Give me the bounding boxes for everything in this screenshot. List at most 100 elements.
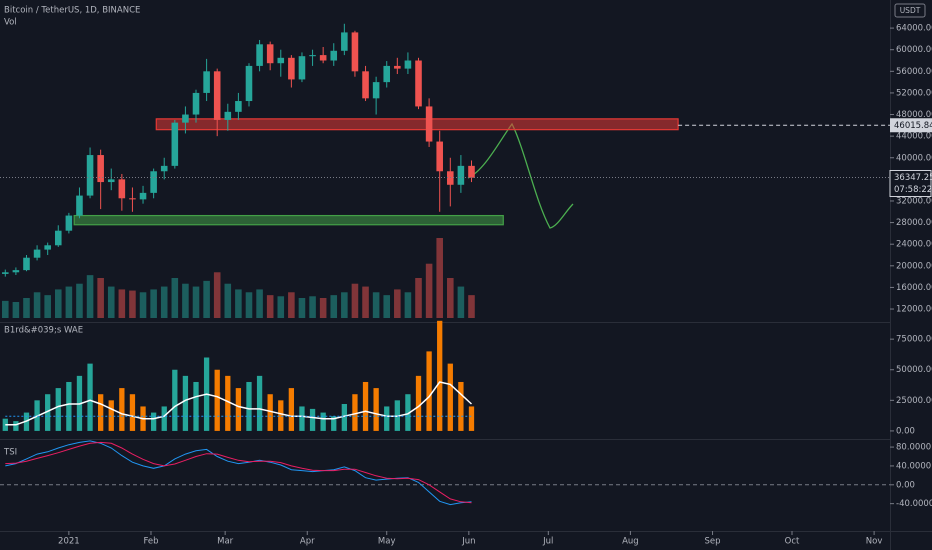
x-tick-label: Apr (300, 537, 315, 547)
wae-title: B1rd&#039;s WAE (4, 326, 83, 336)
y-tick-label: 44000.00 (896, 132, 932, 142)
x-tick-label: Oct (785, 537, 800, 547)
line (5, 441, 472, 504)
symbol-title: Bitcoin / TetherUS, 1D, BINANCE (4, 6, 140, 16)
y-tick-label: 80.0000 (896, 443, 931, 453)
candle-body (33, 249, 41, 258)
wae-bar (468, 406, 475, 431)
y-tick-label: 50000.00 (896, 365, 932, 375)
volume-bar (298, 298, 306, 318)
y-tick-label: 64000.00 (896, 24, 932, 34)
volume-bar (44, 295, 51, 318)
candle-body (12, 270, 20, 273)
x-tick-label: Aug (622, 537, 639, 547)
wae-bar (331, 416, 337, 431)
volume-bar (245, 292, 253, 318)
volume-bar (468, 295, 475, 318)
level-label: 46015.84 (894, 121, 932, 131)
candle-body (404, 60, 412, 69)
candle-body (213, 71, 221, 120)
wae-bar (45, 394, 51, 431)
zone (73, 214, 504, 226)
volume-bar (213, 272, 221, 318)
candle-body (44, 245, 51, 250)
countdown-label: 07:58:22 (894, 185, 932, 195)
volume-bar (23, 298, 30, 318)
x-tick-label: Sep (705, 537, 721, 547)
wae-bar (415, 375, 422, 431)
x-tick-label: Jun (461, 537, 475, 547)
last-price-box (889, 169, 932, 197)
x-tick-label: Mar (217, 537, 234, 547)
candle-body (2, 272, 9, 274)
candle-body (118, 179, 126, 199)
volume-bar (224, 283, 232, 318)
candle-body (235, 101, 242, 112)
wae-bar (362, 381, 369, 431)
last-price-label: 36347.25 (894, 173, 932, 183)
volume-bar (277, 296, 285, 318)
wae-bar (405, 394, 411, 431)
candle-body (351, 32, 359, 72)
y-tick-label: 75000.00 (896, 335, 932, 345)
volume-bar (404, 292, 412, 318)
wae-bar (87, 363, 93, 431)
wae-bar (119, 388, 125, 431)
candle-body (341, 32, 348, 51)
wae-bar (267, 394, 273, 431)
currency[interactable]: USDT (900, 6, 921, 15)
currency-box[interactable] (894, 3, 926, 18)
volume-bar (415, 278, 422, 318)
y-tick-label: 60000.00 (896, 45, 932, 55)
candle-body (319, 55, 327, 61)
candle-body (256, 44, 263, 66)
y-tick-label: 40000.00 (896, 153, 932, 163)
candle-body (298, 56, 306, 80)
candle-body (468, 165, 475, 178)
wae-bar (458, 381, 464, 431)
y-tick-label: 40.0000 (896, 461, 931, 471)
volume-bar (372, 292, 380, 318)
candle-body (245, 65, 253, 102)
candle-body (436, 141, 443, 172)
y-tick-label: 0.00 (896, 480, 915, 490)
volume-bar (288, 292, 295, 318)
volume-bar (362, 286, 369, 318)
y-tick-label: 24000.00 (896, 240, 932, 250)
wae-bar (150, 412, 157, 431)
volume-bar (12, 302, 20, 318)
volume-bar (341, 292, 348, 318)
candle-body (383, 65, 391, 83)
wae-bar (235, 388, 242, 431)
volume-bar (235, 289, 242, 318)
volume-bar (203, 280, 210, 318)
volume-title: Vol (4, 18, 17, 28)
volume-bar (394, 289, 401, 318)
wae-bar (2, 418, 8, 431)
candle-body (330, 50, 338, 61)
candle-body (182, 114, 189, 123)
volume-bar (107, 286, 115, 318)
y-tick-label: 25000.00 (896, 396, 932, 406)
wae-bar (246, 381, 252, 431)
y-tick-label: 28000.00 (896, 218, 932, 228)
candle-body (160, 165, 168, 172)
wae-bar (172, 369, 178, 431)
candle-body (86, 155, 94, 196)
volume-bar (97, 278, 104, 318)
y-tick-label: 52000.00 (896, 88, 932, 98)
candle-body (150, 171, 157, 193)
candle-body (394, 65, 401, 69)
volume-bar (319, 298, 327, 318)
wae-bar (13, 421, 19, 431)
candle-body (54, 230, 62, 246)
wae-bar (320, 412, 326, 431)
wae-bar (214, 369, 220, 431)
volume-bar (86, 275, 94, 318)
volume-bar (139, 292, 147, 318)
candle-body (203, 71, 210, 93)
volume-bar (76, 283, 83, 318)
volume-bar (457, 286, 465, 318)
